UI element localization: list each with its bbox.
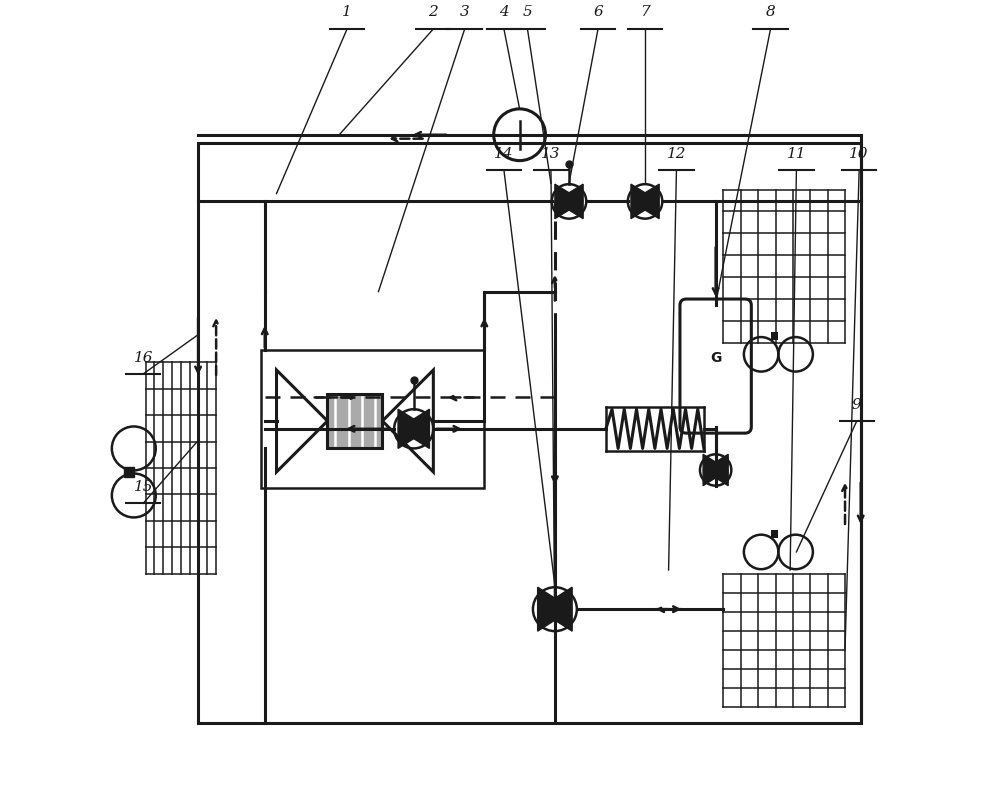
Polygon shape [631, 184, 659, 219]
Text: G: G [710, 351, 721, 365]
Text: 3: 3 [460, 6, 470, 20]
Bar [198, 142, 861, 723]
Bar [124, 467, 134, 477]
Text: 5: 5 [523, 6, 532, 20]
Text: 14: 14 [494, 146, 514, 161]
Bar [261, 350, 484, 488]
Text: 16: 16 [133, 350, 153, 364]
Polygon shape [555, 184, 583, 219]
Polygon shape [631, 184, 659, 219]
Text: 11: 11 [787, 146, 806, 161]
Text: 7: 7 [640, 6, 650, 20]
Polygon shape [703, 454, 728, 486]
Text: 10: 10 [849, 146, 869, 161]
Text: 8: 8 [766, 6, 775, 20]
Polygon shape [703, 454, 728, 486]
Text: 2: 2 [428, 6, 438, 20]
Polygon shape [538, 587, 572, 631]
Polygon shape [555, 184, 583, 219]
Text: 1: 1 [342, 6, 352, 20]
Text: 9: 9 [852, 397, 862, 412]
Polygon shape [538, 587, 572, 631]
Bar [327, 394, 382, 449]
Polygon shape [398, 409, 429, 449]
Polygon shape [398, 409, 429, 449]
Text: 4: 4 [499, 6, 509, 20]
Text: 13: 13 [541, 146, 561, 161]
Text: 15: 15 [133, 480, 153, 494]
Bar [771, 332, 778, 340]
Text: 12: 12 [667, 146, 686, 161]
Bar [771, 530, 778, 538]
Text: 6: 6 [593, 6, 603, 20]
